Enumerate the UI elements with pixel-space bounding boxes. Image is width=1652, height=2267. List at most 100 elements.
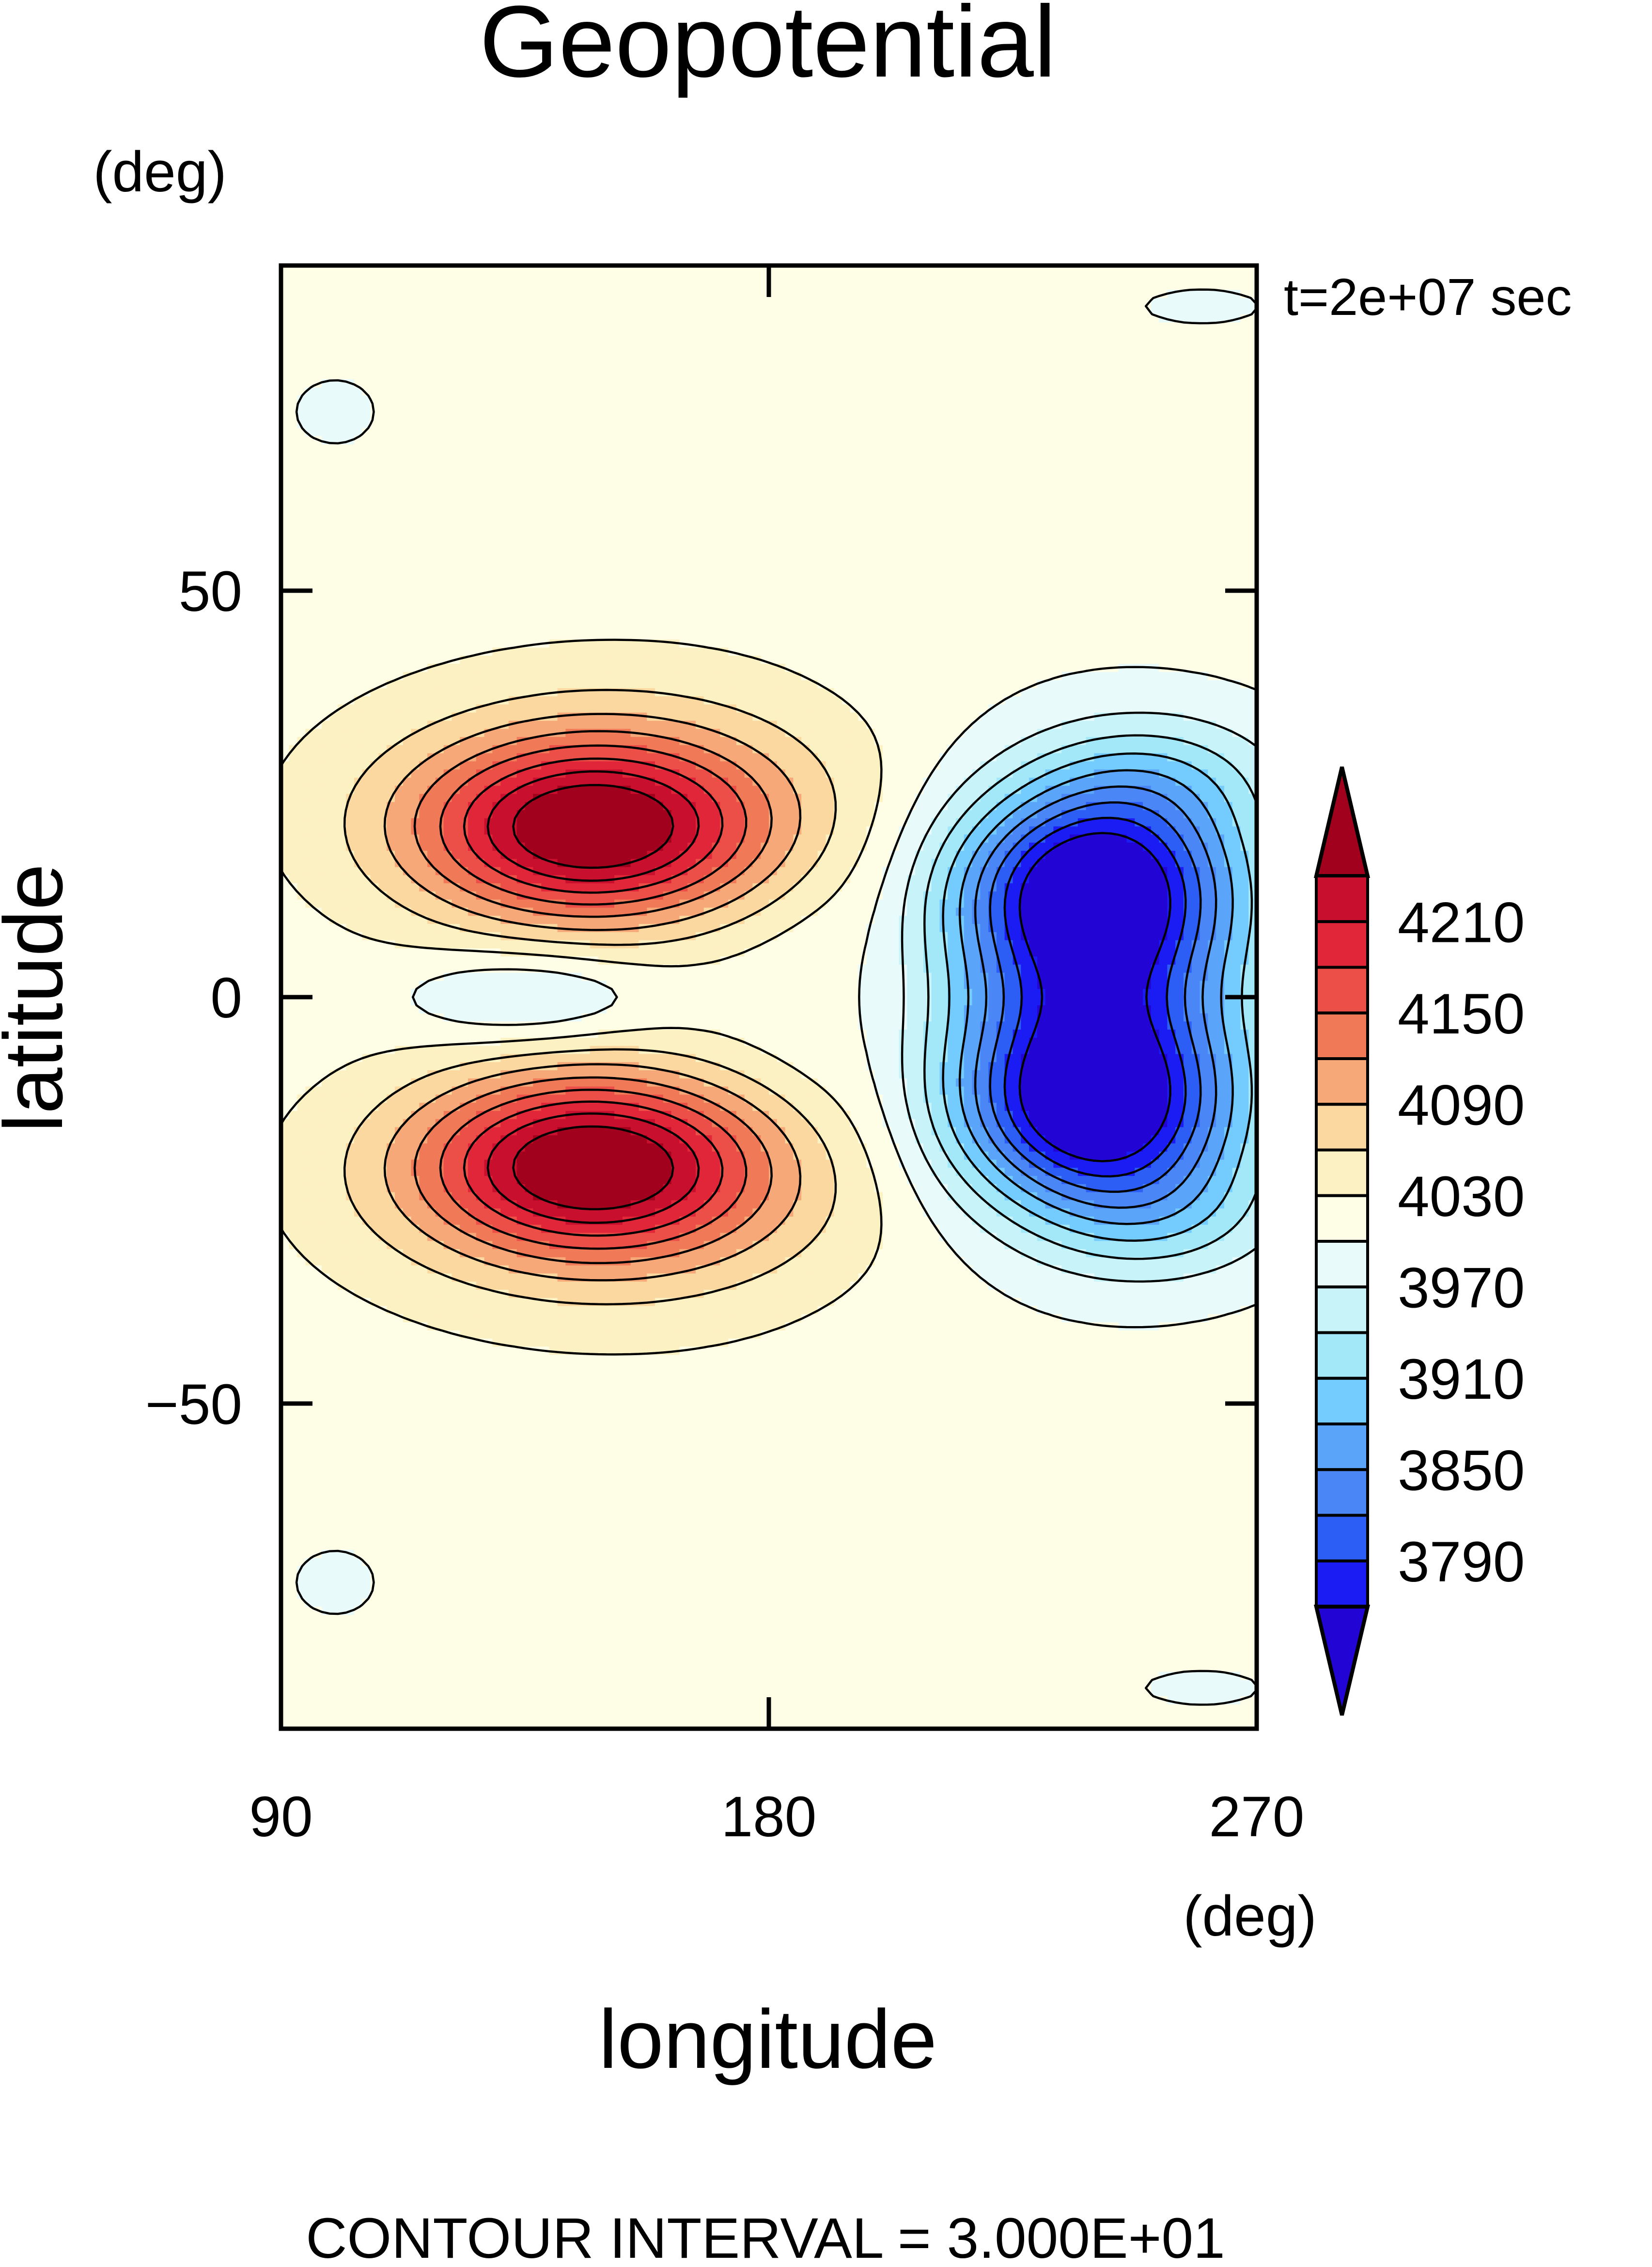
field-cell bbox=[720, 485, 729, 494]
field-cell bbox=[1045, 428, 1054, 437]
field-cell bbox=[858, 363, 867, 372]
field-cell bbox=[785, 452, 794, 461]
field-cell bbox=[338, 582, 347, 592]
field-cell bbox=[1086, 428, 1095, 437]
field-cell bbox=[329, 501, 339, 510]
field-cell bbox=[1102, 558, 1111, 567]
field-cell bbox=[435, 509, 444, 518]
field-cell bbox=[1232, 387, 1241, 396]
field-cell bbox=[1191, 346, 1200, 356]
field-cell bbox=[907, 428, 916, 437]
field-cell bbox=[1143, 339, 1152, 347]
field-cell bbox=[622, 306, 631, 315]
field-cell bbox=[679, 436, 688, 445]
field-cell bbox=[931, 346, 940, 356]
field-cell bbox=[541, 387, 550, 396]
field-cell bbox=[777, 542, 786, 551]
field-cell bbox=[671, 395, 680, 405]
field-cell bbox=[826, 477, 835, 485]
field-cell bbox=[468, 582, 477, 592]
field-cell bbox=[761, 452, 769, 461]
field-cell bbox=[565, 420, 575, 429]
field-cell bbox=[1037, 574, 1046, 583]
field-cell bbox=[484, 493, 493, 502]
field-cell bbox=[622, 477, 631, 485]
field-cell bbox=[696, 314, 704, 323]
field-cell bbox=[866, 469, 875, 478]
field-cell bbox=[1143, 493, 1152, 502]
field-cell bbox=[874, 363, 883, 372]
field-cell bbox=[362, 582, 371, 592]
field-cell bbox=[500, 452, 509, 461]
field-cell bbox=[671, 290, 680, 299]
field-cell bbox=[1184, 314, 1192, 323]
field-cell bbox=[1175, 355, 1184, 364]
field-cell bbox=[622, 582, 631, 592]
field-cell bbox=[313, 395, 322, 405]
field-cell bbox=[736, 598, 745, 608]
field-cell bbox=[484, 330, 493, 339]
field-cell bbox=[1021, 420, 1030, 429]
field-cell bbox=[972, 322, 981, 331]
field-cell bbox=[1094, 298, 1103, 307]
field-cell bbox=[866, 582, 875, 592]
field-cell bbox=[785, 298, 794, 307]
field-cell bbox=[297, 371, 306, 380]
field-cell bbox=[850, 542, 859, 551]
field-cell bbox=[614, 469, 623, 478]
field-cell bbox=[1037, 428, 1046, 437]
field-cell bbox=[321, 477, 330, 485]
field-cell bbox=[1126, 412, 1136, 421]
field-cell bbox=[639, 290, 648, 299]
field-cell bbox=[395, 460, 404, 469]
field-cell bbox=[736, 469, 745, 478]
field-cell bbox=[452, 395, 461, 405]
field-cell bbox=[777, 501, 786, 510]
field-cell bbox=[354, 477, 363, 485]
field-cell bbox=[1208, 306, 1217, 315]
field-cell bbox=[1175, 501, 1184, 510]
field-cell bbox=[948, 290, 956, 299]
field-cell bbox=[883, 436, 891, 445]
field-cell bbox=[1118, 469, 1127, 478]
field-cell bbox=[443, 371, 452, 380]
field-cell bbox=[574, 444, 582, 453]
field-cell bbox=[1053, 428, 1062, 437]
field-cell bbox=[899, 509, 908, 518]
field-cell bbox=[419, 542, 428, 551]
field-cell bbox=[565, 428, 575, 437]
field-cell bbox=[1151, 339, 1160, 347]
field-cell bbox=[671, 485, 680, 494]
field-cell bbox=[939, 436, 949, 445]
field-cell bbox=[793, 290, 802, 299]
field-cell bbox=[752, 330, 762, 339]
field-cell bbox=[915, 444, 924, 453]
field-cell bbox=[557, 379, 566, 388]
field-cell bbox=[362, 339, 371, 347]
field-cell bbox=[744, 395, 753, 405]
field-cell bbox=[899, 314, 908, 323]
field-cell bbox=[996, 306, 1005, 315]
field-cell bbox=[1086, 412, 1095, 421]
field-cell bbox=[476, 436, 485, 445]
field-cell bbox=[403, 460, 412, 469]
field-cell bbox=[452, 428, 461, 437]
field-cell bbox=[663, 346, 672, 356]
field-cell bbox=[915, 509, 924, 518]
field-cell bbox=[1013, 517, 1022, 526]
field-cell bbox=[606, 493, 615, 502]
field-cell bbox=[1208, 387, 1217, 396]
field-cell bbox=[663, 387, 672, 396]
field-cell bbox=[1184, 485, 1192, 494]
field-cell bbox=[834, 533, 843, 543]
field-cell bbox=[793, 501, 802, 510]
field-cell bbox=[744, 444, 753, 453]
field-cell bbox=[1151, 273, 1160, 282]
field-cell bbox=[1224, 558, 1233, 567]
field-cell bbox=[549, 428, 558, 437]
field-cell bbox=[411, 339, 420, 347]
field-cell bbox=[744, 420, 753, 429]
field-cell bbox=[598, 501, 607, 510]
field-cell bbox=[1167, 566, 1176, 575]
field-cell bbox=[761, 379, 769, 388]
